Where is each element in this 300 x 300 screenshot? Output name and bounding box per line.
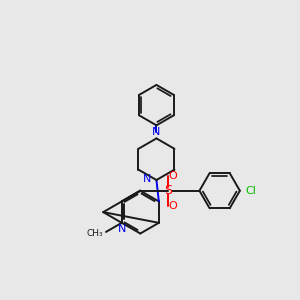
Text: Cl: Cl <box>246 186 256 196</box>
Text: CH₃: CH₃ <box>86 229 103 238</box>
Text: O: O <box>169 171 177 181</box>
Text: N: N <box>118 224 127 234</box>
Text: N: N <box>143 174 151 184</box>
Text: O: O <box>169 201 177 211</box>
Text: N: N <box>152 127 160 137</box>
Text: S: S <box>164 184 172 197</box>
